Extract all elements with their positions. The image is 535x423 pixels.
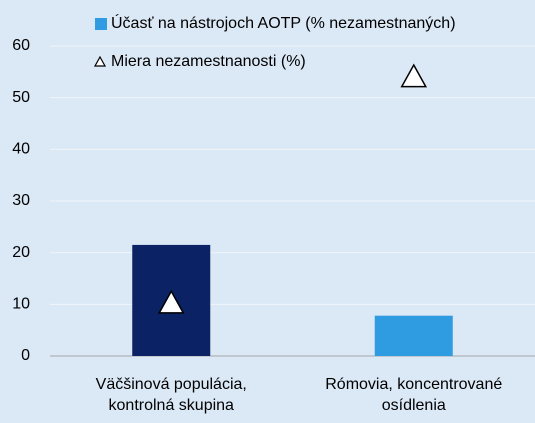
y-tick-label: 30 [12,192,30,209]
x-tick-label: Rómovia, koncentrované [325,376,502,393]
bar [374,315,453,356]
x-tick-label: kontrolná skupina [109,397,235,414]
legend-label: Miera nezamestnanosti (%) [111,53,306,70]
x-tick-label: osídlenia [382,397,446,414]
legend-marker [95,18,107,30]
y-tick-label: 10 [12,296,30,313]
y-tick-label: 60 [12,37,30,54]
x-tick-label: Väčšinová populácia, [96,376,247,393]
y-tick-label: 0 [21,347,30,364]
y-tick-label: 50 [12,89,30,106]
legend-label: Účasť na nástrojoch AOTP (% nezamestnaný… [111,13,456,32]
marker [157,289,185,314]
marker [400,63,428,88]
y-tick-label: 20 [12,244,30,261]
y-tick-label: 40 [12,141,30,158]
legend-marker [93,55,107,67]
